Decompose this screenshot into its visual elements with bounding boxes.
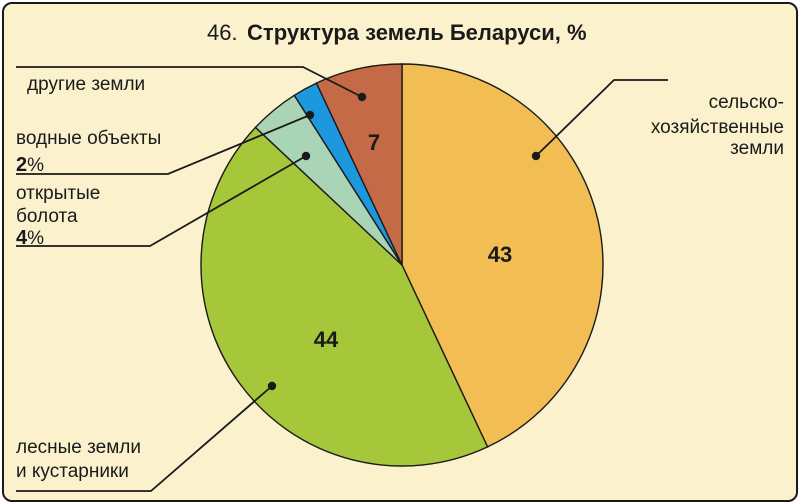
chart-title: Структура земель Беларуси, % — [247, 20, 586, 45]
slice-label-swamps: открытые — [16, 183, 100, 204]
slice-label-agricultural: земли — [730, 138, 784, 159]
slice-value-swamps: 4% — [16, 227, 44, 249]
leader-line-forest — [16, 385, 273, 492]
leader-dot-other — [357, 92, 367, 102]
slice-value-water: 2% — [16, 154, 44, 176]
slice-label-forest: и кустарники — [16, 461, 129, 482]
chart-title-number: 46. — [207, 20, 238, 45]
pie-slices — [200, 63, 604, 467]
leader-dot-forest — [267, 381, 277, 391]
slice-label-agricultural: хозяйственные — [651, 117, 784, 138]
leader-line-other — [16, 66, 363, 98]
pie-slice-forest — [200, 126, 489, 467]
slice-label-forest: лесные земли — [16, 437, 141, 458]
svg-text:46. Структура земель Бел: 46. Структура земель Беларуси, % — [207, 20, 587, 45]
leader-dot-water — [305, 110, 315, 120]
pie-slice-other — [315, 63, 403, 266]
slice-value-forest: 44 — [314, 327, 339, 352]
slice-value-agricultural: 43 — [488, 242, 512, 267]
leader-line-swamps — [16, 155, 307, 247]
leader-dot-agricultural — [531, 151, 541, 161]
slice-value-other: 7 — [368, 130, 380, 155]
leader-dot-swamps — [301, 151, 311, 161]
leader-lines — [16, 66, 668, 492]
slice-label-other: другие земли — [27, 74, 145, 95]
slice-label-water: водные объекты — [16, 128, 161, 149]
leader-line-water — [16, 114, 311, 175]
pie-chart: 46. Структура земель Беларуси, % сельско… — [16, 20, 784, 492]
slice-label-agricultural: сельско- — [709, 92, 784, 113]
slice-label-swamps: болота — [16, 206, 78, 227]
pie-slice-agricultural — [401, 63, 604, 448]
leader-line-agricultural — [535, 79, 668, 157]
